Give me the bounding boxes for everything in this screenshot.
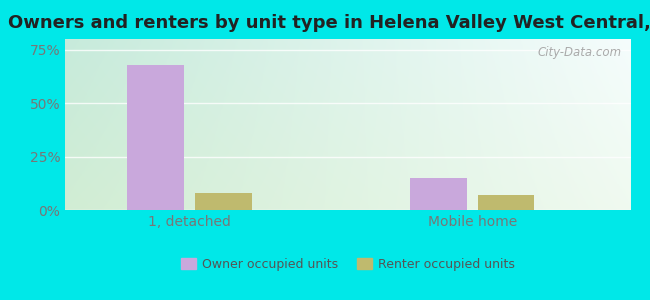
Legend: Owner occupied units, Renter occupied units: Owner occupied units, Renter occupied un… — [176, 253, 520, 276]
Bar — [127, 64, 184, 210]
Bar — [478, 195, 534, 210]
Text: City-Data.com: City-Data.com — [538, 46, 622, 59]
Bar — [410, 178, 467, 210]
Title: Owners and renters by unit type in Helena Valley West Central, MT: Owners and renters by unit type in Helen… — [8, 14, 650, 32]
Bar — [195, 193, 252, 210]
